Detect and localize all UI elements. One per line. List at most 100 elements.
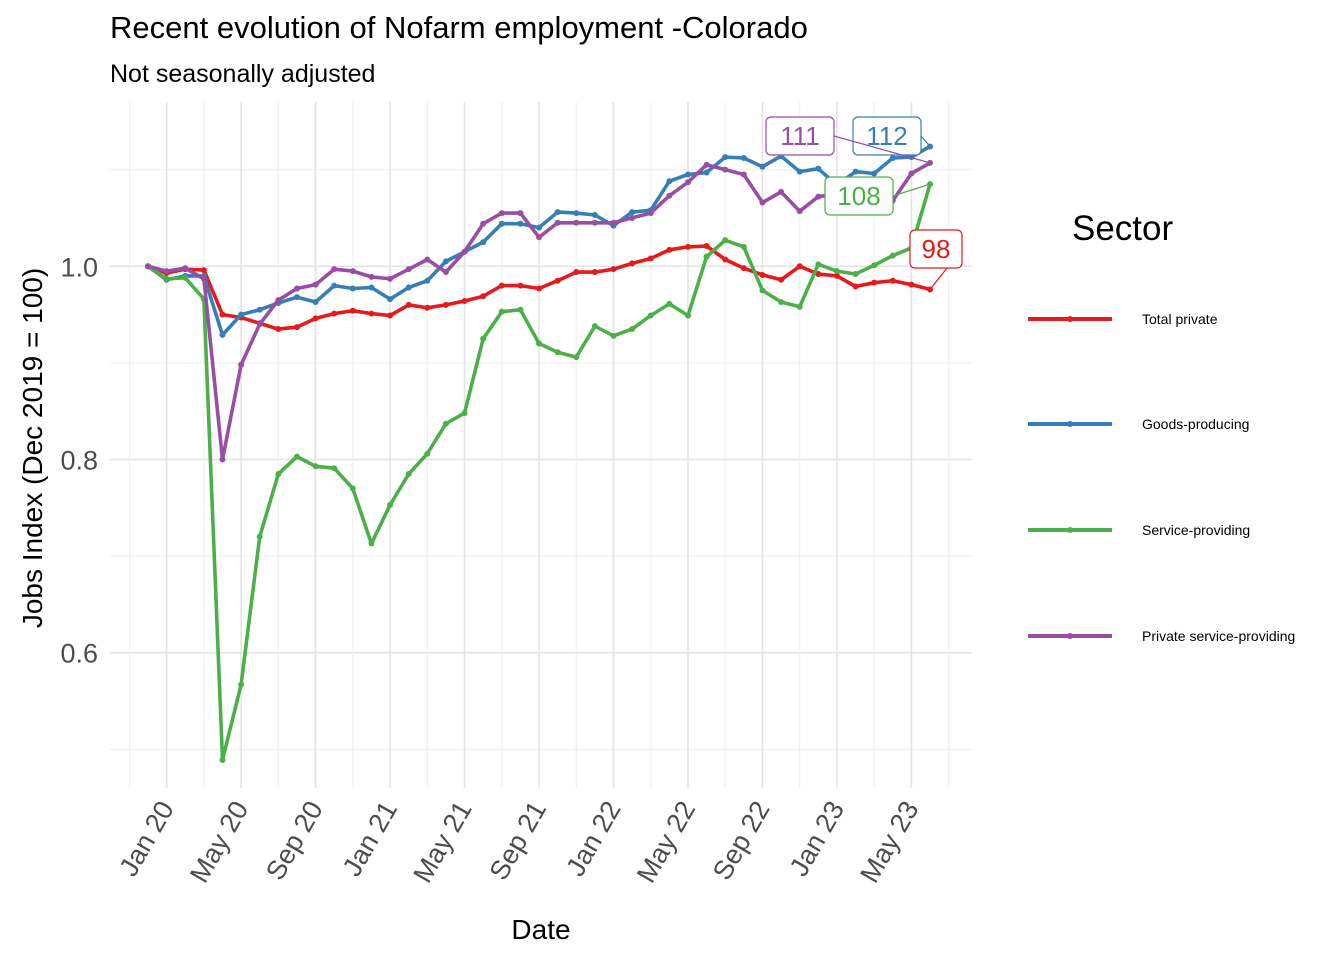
data-point <box>833 268 840 275</box>
data-point <box>349 268 356 275</box>
data-point <box>331 310 338 317</box>
data-point <box>722 256 729 263</box>
end-label-text: 108 <box>837 181 880 211</box>
data-point <box>908 281 915 288</box>
legend-label: Service-providing <box>1142 522 1250 538</box>
data-point <box>405 284 412 291</box>
end-label-private-service-providing: 111 <box>765 116 931 164</box>
data-point <box>163 268 170 275</box>
y-tick-label: 1.0 <box>60 252 98 282</box>
legend-item: Total private <box>1028 311 1218 327</box>
legend: Sector Total private Goods-producing Servi… <box>1028 209 1295 644</box>
end-label-text: 112 <box>866 121 907 151</box>
data-point <box>666 246 673 253</box>
x-tick-label: Sep 22 <box>707 796 776 885</box>
data-point <box>387 275 394 282</box>
data-point <box>889 277 896 284</box>
data-point <box>275 470 282 477</box>
data-point <box>610 332 617 339</box>
data-point <box>461 248 468 255</box>
data-point <box>778 299 785 306</box>
chart-title: Recent evolution of Nofarm employment -C… <box>110 10 808 45</box>
x-tick-label: Jan 23 <box>784 796 851 881</box>
data-point <box>740 243 747 250</box>
data-point <box>442 301 449 308</box>
data-point <box>442 269 449 276</box>
legend-title: Sector <box>1072 209 1173 248</box>
data-point <box>517 210 524 217</box>
x-tick-label: Jan 22 <box>560 796 627 881</box>
y-tick-label: 0.6 <box>60 639 98 669</box>
data-point <box>256 533 263 540</box>
data-point <box>219 331 226 338</box>
data-point <box>405 301 412 308</box>
x-tick-label: Jan 21 <box>337 796 404 881</box>
data-point <box>312 463 319 470</box>
legend-item: Goods-producing <box>1028 416 1249 432</box>
data-point <box>293 285 300 292</box>
data-point <box>852 283 859 290</box>
data-point <box>703 161 710 168</box>
legend-swatch-point <box>1067 316 1073 322</box>
data-point <box>275 326 282 333</box>
data-point <box>554 219 561 226</box>
x-axis-ticks: Jan 20 May 20 Sep 20 Jan 21 May 21 Sep 21 Jan … <box>113 796 924 888</box>
data-point <box>312 315 319 322</box>
data-point <box>815 193 822 200</box>
legend-item: Service-providing <box>1028 522 1250 538</box>
data-point <box>554 277 561 284</box>
data-point <box>200 267 207 274</box>
data-point <box>871 170 878 177</box>
data-point <box>368 273 375 280</box>
data-point <box>629 209 636 216</box>
x-tick-label: Sep 21 <box>483 796 552 885</box>
series-lines <box>145 143 934 763</box>
y-tick-label: 0.8 <box>60 445 98 475</box>
data-point <box>796 303 803 310</box>
data-point <box>536 285 543 292</box>
data-point <box>852 168 859 175</box>
data-point <box>778 188 785 195</box>
end-label-service-providing: 108 <box>824 176 931 216</box>
data-point <box>424 277 431 284</box>
data-point <box>554 209 561 216</box>
data-point <box>480 239 487 246</box>
data-point <box>573 210 580 217</box>
data-point <box>349 485 356 492</box>
data-point <box>331 266 338 273</box>
data-point <box>219 456 226 463</box>
data-point <box>629 260 636 267</box>
data-point <box>293 294 300 301</box>
x-tick-label: May 20 <box>184 796 254 888</box>
end-label-total-private: 98 <box>909 229 963 290</box>
data-point <box>442 258 449 265</box>
data-point <box>796 208 803 215</box>
data-point <box>498 210 505 217</box>
data-point <box>796 263 803 270</box>
legend-swatch-point <box>1067 633 1073 639</box>
data-point <box>684 243 691 250</box>
legend-label: Goods-producing <box>1142 416 1249 432</box>
data-point <box>517 220 524 227</box>
x-tick-label: Jan 20 <box>113 796 180 881</box>
end-labels: 98 112 108 111 <box>765 116 963 290</box>
grid-lines <box>110 102 972 788</box>
data-point <box>647 255 654 262</box>
data-point <box>256 306 263 313</box>
data-point <box>405 470 412 477</box>
data-point <box>536 224 543 231</box>
data-point <box>331 282 338 289</box>
data-point <box>536 340 543 347</box>
data-point <box>368 540 375 547</box>
data-point <box>480 220 487 227</box>
data-point <box>684 171 691 178</box>
series-service-providing <box>145 181 934 763</box>
data-point <box>610 219 617 226</box>
data-point <box>387 296 394 303</box>
data-point <box>722 237 729 244</box>
end-label-text: 98 <box>922 234 951 264</box>
data-point <box>480 293 487 300</box>
data-point <box>591 269 598 276</box>
data-point <box>889 252 896 259</box>
data-point <box>405 266 412 273</box>
